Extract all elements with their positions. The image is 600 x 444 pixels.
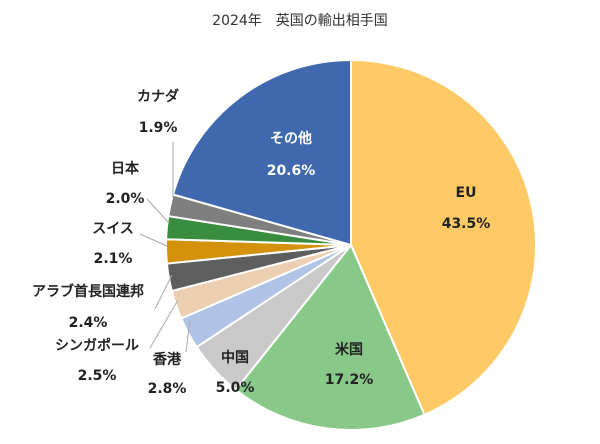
leader-line-3 (185, 319, 191, 353)
slice-value-label: 2.8% (148, 381, 187, 397)
slice-label: 中国 (221, 349, 249, 366)
slice-label: 日本 (111, 160, 140, 177)
slice-label: その他 (270, 130, 312, 147)
slice-value-label: 5.0% (216, 380, 255, 396)
slice-value-label: 2.5% (78, 368, 117, 384)
slice-label: シンガポール (55, 337, 139, 354)
leader-line-7 (146, 198, 169, 223)
pie-slice-9 (171, 58, 352, 247)
slice-label: スイス (92, 221, 134, 237)
slice-value-label: 2.1% (94, 251, 133, 267)
slice-label: EU (456, 185, 477, 201)
slice-label: カナダ (137, 88, 179, 105)
slice-value-label: 17.2% (325, 372, 374, 388)
leader-line-6 (139, 233, 168, 247)
slice-value-label: 2.4% (69, 315, 108, 331)
leader-line-4 (149, 299, 179, 349)
slice-value-label: 43.5% (442, 216, 491, 232)
pie-slice-0 (350, 58, 537, 417)
leader-line-5 (154, 274, 173, 310)
chart-title: 2024年 英国の輸出相手国 (212, 12, 388, 29)
slice-value-label: 20.6% (267, 163, 316, 179)
slice-value-label: 2.0% (106, 191, 145, 207)
slice-label: 香港 (152, 351, 182, 368)
slice-label: アラブ首長国連邦 (32, 283, 144, 300)
slice-label: 米国 (335, 341, 363, 358)
slice-value-label: 1.9% (139, 120, 178, 136)
pie-slice-1 (234, 243, 426, 431)
